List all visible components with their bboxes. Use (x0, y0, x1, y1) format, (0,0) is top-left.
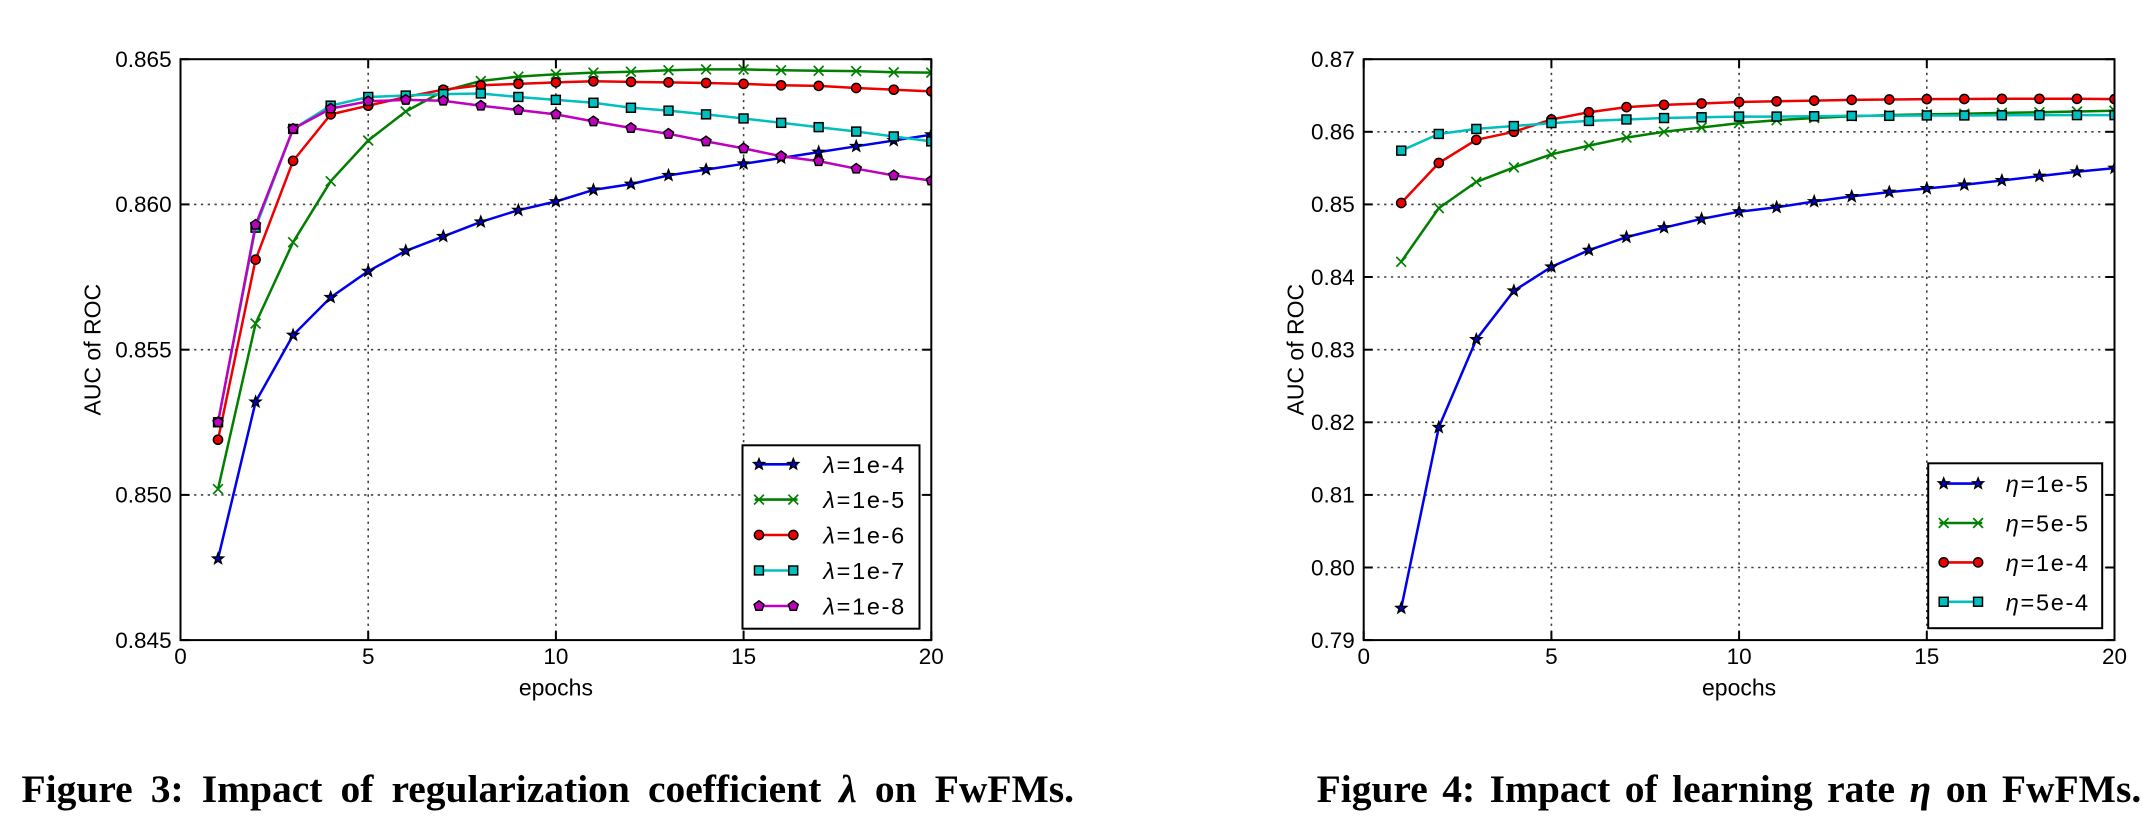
svg-text:λ=1e-8: λ=1e-8 (821, 594, 906, 620)
svg-text:0: 0 (1357, 644, 1370, 669)
svg-text:η=5e-4: η=5e-4 (2006, 589, 2090, 615)
svg-text:0.80: 0.80 (1311, 555, 1355, 580)
svg-text:0.850: 0.850 (115, 483, 171, 508)
svg-text:0.83: 0.83 (1311, 338, 1355, 363)
svg-text:0.84: 0.84 (1311, 265, 1355, 290)
svg-text:20: 20 (2102, 644, 2127, 669)
svg-text:AUC of ROC: AUC of ROC (80, 284, 106, 416)
svg-text:λ=1e-4: λ=1e-4 (821, 452, 906, 478)
svg-text:0.86: 0.86 (1311, 120, 1355, 145)
svg-text:0.79: 0.79 (1311, 628, 1355, 653)
svg-text:10: 10 (1727, 644, 1752, 669)
svg-text:5: 5 (1545, 644, 1558, 669)
svg-text:15: 15 (731, 644, 756, 669)
svg-text:5: 5 (362, 644, 375, 669)
svg-text:λ=1e-7: λ=1e-7 (821, 558, 906, 584)
svg-text:epochs: epochs (1702, 675, 1776, 701)
svg-text:0.855: 0.855 (115, 338, 171, 363)
svg-text:0.81: 0.81 (1311, 483, 1355, 508)
svg-text:20: 20 (919, 644, 944, 669)
svg-text:0.845: 0.845 (115, 628, 171, 653)
svg-text:10: 10 (543, 644, 568, 669)
svg-text:η=1e-5: η=1e-5 (2006, 471, 2090, 497)
svg-text:15: 15 (1914, 644, 1939, 669)
svg-text:0.85: 0.85 (1311, 192, 1355, 217)
svg-text:0.860: 0.860 (115, 192, 171, 217)
svg-text:AUC of ROC: AUC of ROC (1283, 284, 1309, 416)
svg-text:λ=1e-6: λ=1e-6 (821, 523, 906, 549)
svg-text:0: 0 (174, 644, 187, 669)
svg-text:epochs: epochs (519, 675, 593, 701)
svg-text:0.82: 0.82 (1311, 410, 1355, 435)
svg-text:0.865: 0.865 (115, 47, 171, 72)
svg-text:η=5e-5: η=5e-5 (2006, 511, 2090, 537)
svg-text:η=1e-4: η=1e-4 (2006, 550, 2090, 576)
svg-text:λ=1e-5: λ=1e-5 (821, 487, 906, 513)
svg-text:0.87: 0.87 (1311, 47, 1355, 72)
